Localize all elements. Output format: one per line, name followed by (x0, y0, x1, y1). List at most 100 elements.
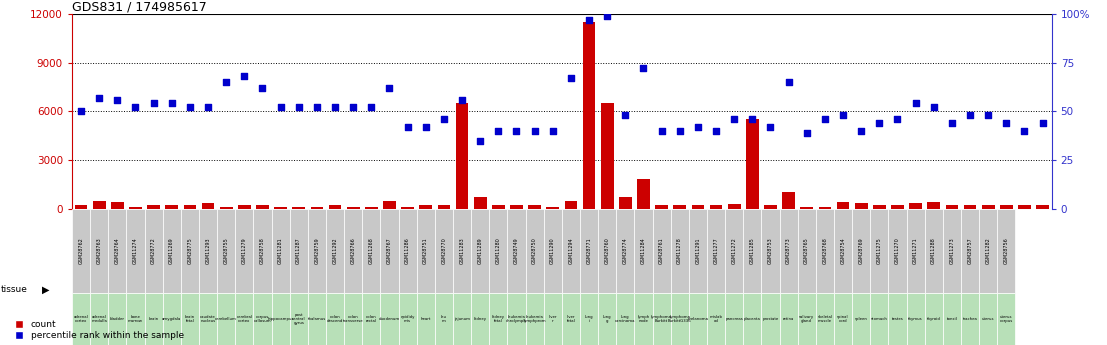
Point (634, 66, 652, 71)
Text: GSM11268: GSM11268 (369, 238, 374, 264)
Text: GSM11285: GSM11285 (749, 238, 755, 264)
Bar (507, 293, 526, 345)
Text: thyroid: thyroid (927, 317, 941, 321)
Bar (130, 207, 142, 209)
Bar (544, 293, 561, 345)
Text: GSM28766: GSM28766 (351, 238, 355, 264)
Point (779, 79, 797, 85)
Bar (979, 293, 997, 345)
Bar (997, 209, 1015, 293)
Text: GSM11290: GSM11290 (550, 238, 556, 264)
Point (126, 105, 144, 110)
Text: kidney: kidney (474, 317, 487, 321)
Bar (943, 293, 961, 345)
Bar (165, 206, 178, 209)
Point (852, 128, 870, 134)
Text: uterus: uterus (982, 317, 994, 321)
Point (163, 101, 180, 106)
Bar (235, 209, 254, 293)
Text: colon
transverse: colon transverse (343, 315, 363, 323)
Bar (271, 209, 290, 293)
Point (217, 79, 235, 85)
Bar (852, 209, 870, 293)
Bar (638, 179, 650, 209)
Point (816, 116, 834, 122)
Bar (764, 206, 777, 209)
Bar (217, 293, 235, 345)
Bar (256, 205, 269, 209)
Bar (416, 209, 435, 293)
Bar (710, 206, 723, 209)
Bar (870, 293, 888, 345)
Bar (1036, 206, 1049, 209)
Text: salivary
gland: salivary gland (799, 315, 815, 323)
Point (580, 17, 598, 22)
Bar (634, 293, 652, 345)
Bar (489, 293, 507, 345)
Text: stomach: stomach (871, 317, 888, 321)
Point (472, 138, 489, 143)
Bar (619, 197, 632, 209)
Bar (381, 293, 399, 345)
Point (362, 105, 380, 110)
Text: post
central
gyrus: post central gyrus (292, 313, 306, 325)
Text: GSM11277: GSM11277 (714, 238, 718, 264)
Bar (401, 207, 414, 209)
Text: bladder: bladder (110, 317, 125, 321)
Bar (673, 206, 686, 209)
Bar (707, 293, 725, 345)
Bar (598, 209, 617, 293)
Point (835, 112, 852, 118)
Text: amygdala: amygdala (162, 317, 182, 321)
Bar (707, 209, 725, 293)
Text: GSM28775: GSM28775 (187, 238, 193, 264)
Text: GSM11272: GSM11272 (732, 238, 736, 264)
Bar (271, 293, 290, 345)
Text: GSM28749: GSM28749 (514, 238, 519, 264)
Point (961, 112, 979, 118)
Text: trachea: trachea (963, 317, 977, 321)
Bar (472, 209, 489, 293)
Text: duodenum: duodenum (379, 317, 400, 321)
Bar (601, 103, 613, 209)
Point (399, 124, 416, 130)
Text: GSM11278: GSM11278 (677, 238, 682, 264)
Text: GSM28761: GSM28761 (659, 238, 664, 264)
Bar (435, 293, 453, 345)
Point (744, 116, 762, 122)
Bar (997, 293, 1015, 345)
Bar (217, 209, 235, 293)
Bar (220, 207, 232, 209)
Bar (180, 209, 199, 293)
Text: liver
fetal: liver fetal (567, 315, 576, 323)
Bar (437, 205, 451, 209)
Text: GSM28762: GSM28762 (79, 238, 83, 264)
Bar (201, 203, 215, 209)
Bar (365, 207, 377, 209)
Legend: count, percentile rank within the sample: count, percentile rank within the sample (10, 320, 184, 341)
Bar (308, 293, 325, 345)
Bar (961, 209, 979, 293)
Text: GSM28769: GSM28769 (859, 238, 863, 264)
Point (236, 73, 254, 79)
Text: heart: heart (421, 317, 431, 321)
Text: pancreas: pancreas (725, 317, 743, 321)
Text: GSM28753: GSM28753 (768, 238, 773, 264)
Bar (561, 209, 580, 293)
Point (381, 85, 399, 91)
Text: bone
marrow: bone marrow (128, 315, 143, 323)
Text: colon
descend: colon descend (327, 315, 343, 323)
Point (72, 108, 90, 114)
Text: GSM11274: GSM11274 (133, 238, 138, 264)
Bar (907, 293, 924, 345)
Bar (111, 202, 124, 209)
Text: leu
m: leu m (441, 315, 447, 323)
Text: GSM28768: GSM28768 (823, 238, 827, 264)
Text: liver
r: liver r (548, 315, 557, 323)
Text: thalamus: thalamus (308, 317, 325, 321)
Text: GSM28754: GSM28754 (840, 238, 846, 264)
Bar (816, 209, 834, 293)
Bar (325, 209, 344, 293)
Bar (489, 209, 507, 293)
Point (508, 128, 526, 134)
